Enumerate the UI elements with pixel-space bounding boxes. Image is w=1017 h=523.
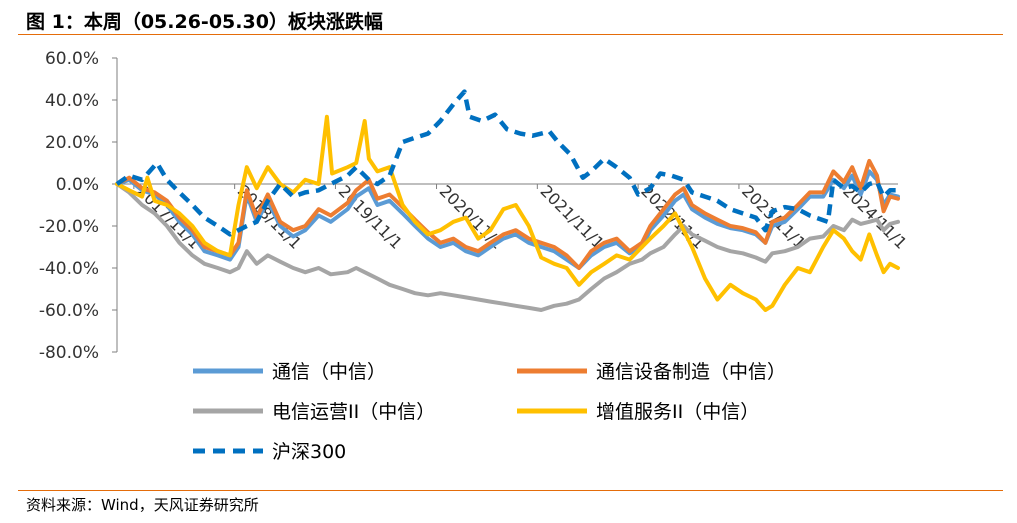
source-note: 资料来源：Wind，天风证券研究所: [26, 496, 259, 514]
y-tick-label: -80.0%: [39, 343, 99, 363]
series-layer: [115, 89, 900, 312]
series-line-4: [115, 89, 898, 237]
y-tick-label: 0.0%: [56, 175, 99, 195]
y-tick-label: 20.0%: [45, 133, 99, 153]
y-axis: 60.0% 40.0% 20.0% 0.0% -20.0% -40.0% -60.0% -80…: [39, 49, 118, 363]
title-divider: [18, 34, 1003, 35]
legend-label: 电信运营II（中信）: [272, 401, 435, 423]
legend-label: 通信（中信）: [272, 361, 386, 383]
x-tick-label: 2023/11/1: [738, 181, 809, 252]
y-tick-label: -60.0%: [39, 301, 99, 321]
line-chart: 60.0% 40.0% 20.0% 0.0% -20.0% -40.0% -60.0% -80…: [39, 49, 911, 463]
y-tick-label: -40.0%: [39, 259, 99, 279]
y-tick-label: -20.0%: [39, 217, 99, 237]
y-tick-label: 60.0%: [45, 49, 99, 69]
x-tick-label: 2024/11/1: [839, 181, 910, 252]
series-line-2: [115, 182, 900, 312]
y-tick-label: 40.0%: [45, 91, 99, 111]
legend: 通信（中信） 通信设备制造（中信） 电信运营II（中信） 增值服务II（中信） 沪深30…: [193, 361, 786, 463]
legend-label: 增值服务II（中信）: [596, 401, 759, 423]
footer-divider: [18, 490, 1003, 491]
legend-label: 通信设备制造（中信）: [596, 361, 786, 383]
series-line-3: [115, 114, 900, 312]
x-tick-label: 2021/11/1: [536, 181, 607, 252]
figure-title: 图 1：本周（05.26-05.30）板块涨跌幅: [26, 11, 383, 33]
legend-label: 沪深300: [272, 441, 346, 463]
